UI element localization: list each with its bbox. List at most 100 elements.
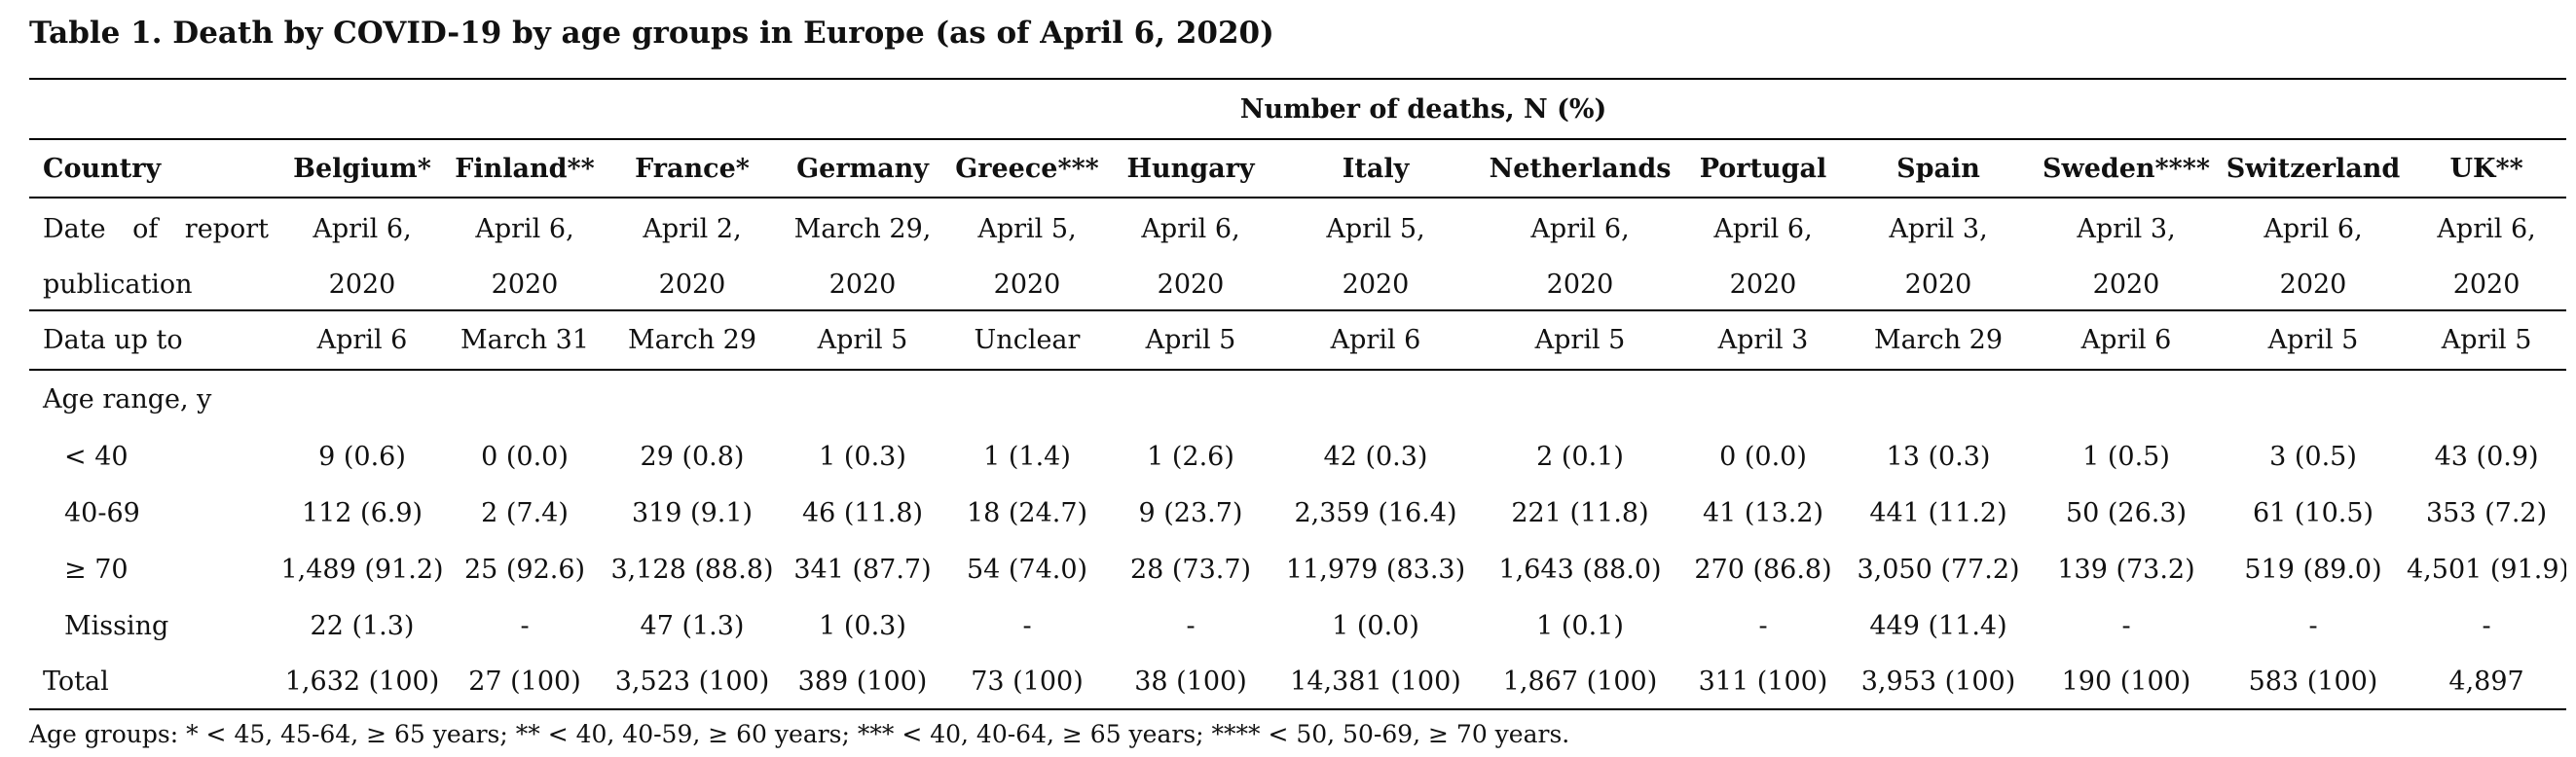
- death-count-cell: 270 (86.8): [1694, 554, 1832, 585]
- death-count-cell: 1 (2.6): [1147, 441, 1234, 472]
- death-count-cell: -: [1758, 610, 1768, 641]
- death-count-cell: 41 (13.2): [1702, 497, 1824, 528]
- death-count-cell: -: [520, 610, 530, 641]
- data-up-to-cell: April 5: [2407, 309, 2567, 370]
- report-date-label-word: Date: [43, 213, 106, 244]
- total-cell: 73 (100): [946, 654, 1108, 710]
- death-count-cell: 18 (24.7): [966, 497, 1088, 528]
- total-cell: 1,632 (100): [280, 654, 444, 710]
- age-group-label: 40-69: [64, 497, 140, 528]
- death-count-cell: 0 (0.0): [1719, 441, 1807, 472]
- death-count-cell: -: [1022, 610, 1032, 641]
- data-up-to-cell: Unclear: [946, 309, 1108, 370]
- report-date-cell: April 5,: [1273, 197, 1478, 259]
- age-group-label: < 40: [64, 441, 129, 472]
- table-footnote: Age groups: * < 45, 45-64, ≥ 65 years; *…: [29, 720, 1570, 748]
- report-year-cell: 2020: [2092, 269, 2160, 300]
- death-count-cell: -: [1186, 610, 1196, 641]
- death-count-cell: 1,489 (91.2): [280, 554, 444, 585]
- data-up-to-cell: April 6: [2033, 309, 2220, 370]
- death-count-cell: -: [2121, 610, 2131, 641]
- death-count-cell: -: [2308, 610, 2318, 641]
- age-range-header-row: Age range, y: [29, 369, 2567, 428]
- total-cell: 389 (100): [779, 654, 946, 710]
- death-count-cell: 46 (11.8): [801, 497, 924, 528]
- report-year-cell: 2020: [1904, 269, 1972, 300]
- report-date-row: Date of report April 6, April 6, April 2, Marc…: [29, 197, 2567, 259]
- death-count-cell: 319 (9.1): [631, 497, 754, 528]
- report-date-label-cont: publication: [43, 269, 193, 300]
- death-count-cell: 1 (1.4): [983, 441, 1071, 472]
- total-label: Total: [29, 654, 280, 710]
- report-date-cell: March 29,: [779, 197, 946, 259]
- death-count-cell: 42 (0.3): [1323, 441, 1428, 472]
- total-cell: 38 (100): [1108, 654, 1273, 710]
- death-count-cell: 353 (7.2): [2426, 497, 2548, 528]
- death-count-cell: 112 (6.9): [301, 497, 423, 528]
- death-count-cell: 47 (1.3): [640, 610, 745, 641]
- total-cell: 1,867 (100): [1478, 654, 1682, 710]
- death-count-cell: 25 (92.6): [463, 554, 586, 585]
- report-date-cell: April 2,: [606, 197, 779, 259]
- report-year-cell: 2020: [1342, 269, 1410, 300]
- country-column-header: Germany: [779, 138, 946, 198]
- group-header-row: Number of deaths, N (%): [29, 78, 2567, 140]
- total-cell: 3,523 (100): [606, 654, 779, 710]
- death-count-cell: 2 (7.4): [481, 497, 569, 528]
- total-cell: 14,381 (100): [1273, 654, 1478, 710]
- age-range-label: Age range, y: [29, 369, 280, 428]
- report-year-cell: 2020: [328, 269, 396, 300]
- column-header-row: Country Belgium* Finland** France* Germany Gr…: [29, 138, 2567, 198]
- data-up-to-cell: April 5: [2220, 309, 2407, 370]
- death-count-cell: 43 (0.9): [2434, 441, 2539, 472]
- death-count-cell: -: [2482, 610, 2491, 641]
- death-count-cell: 221 (11.8): [1511, 497, 1649, 528]
- country-column-header: UK**: [2407, 138, 2567, 198]
- report-date-label-word: report: [184, 213, 269, 244]
- table-row: Missing 22 (1.3) - 47 (1.3) 1 (0.3) - - 1 (0.0)…: [29, 597, 2566, 654]
- data-up-to-label: Data up to: [29, 309, 280, 370]
- death-count-cell: 29 (0.8): [640, 441, 745, 472]
- death-count-cell: 22 (1.3): [310, 610, 415, 641]
- report-year-cell: 2020: [2279, 269, 2347, 300]
- death-count-cell: 1 (0.0): [1332, 610, 1419, 641]
- deaths-table: Number of deaths, N (%) Country Belgium* F…: [29, 78, 2567, 710]
- report-year-cell: 2020: [993, 269, 1061, 300]
- report-year-cell: 2020: [1157, 269, 1225, 300]
- death-count-cell: 449 (11.4): [1869, 610, 2007, 641]
- report-date-cell: April 6,: [444, 197, 606, 259]
- report-date-label-word: of: [132, 213, 159, 244]
- data-up-to-cell: April 3: [1682, 309, 1844, 370]
- total-cell: 190 (100): [2033, 654, 2220, 710]
- report-year-cell: 2020: [1546, 269, 1614, 300]
- age-group-label: ≥ 70: [64, 554, 129, 585]
- report-date-row-cont: publication 2020 2020 2020 2020 2020 2020 2020 2…: [29, 259, 2566, 310]
- death-count-cell: 519 (89.0): [2244, 554, 2382, 585]
- group-header: Number of deaths, N (%): [280, 78, 2567, 140]
- data-up-to-cell: March 31: [444, 309, 606, 370]
- death-count-cell: 9 (0.6): [318, 441, 406, 472]
- report-date-cell: April 6,: [1108, 197, 1273, 259]
- death-count-cell: 28 (73.7): [1129, 554, 1252, 585]
- death-count-cell: 1,643 (88.0): [1498, 554, 1662, 585]
- death-count-cell: 3,050 (77.2): [1857, 554, 2020, 585]
- total-cell: 3,953 (100): [1844, 654, 2033, 710]
- death-count-cell: 11,979 (83.3): [1285, 554, 1466, 585]
- death-count-cell: 3 (0.5): [2269, 441, 2357, 472]
- report-date-cell: April 6,: [1682, 197, 1844, 259]
- report-date-cell: April 6,: [2220, 197, 2407, 259]
- report-year-cell: 2020: [828, 269, 897, 300]
- total-row: Total 1,632 (100) 27 (100) 3,523 (100) 389 (…: [29, 654, 2567, 710]
- total-cell: 583 (100): [2220, 654, 2407, 710]
- report-date-label: Date of report: [29, 197, 280, 259]
- death-count-cell: 54 (74.0): [966, 554, 1088, 585]
- country-column-header: Hungary: [1108, 138, 1273, 198]
- data-up-to-cell: March 29: [606, 309, 779, 370]
- death-count-cell: 4,501 (91.9): [2407, 554, 2567, 585]
- death-count-cell: 2 (0.1): [1536, 441, 1624, 472]
- death-count-cell: 61 (10.5): [2252, 497, 2374, 528]
- report-date-cell: April 3,: [2033, 197, 2220, 259]
- death-count-cell: 0 (0.0): [481, 441, 569, 472]
- country-column-header: Sweden****: [2033, 138, 2220, 198]
- total-cell: 27 (100): [444, 654, 606, 710]
